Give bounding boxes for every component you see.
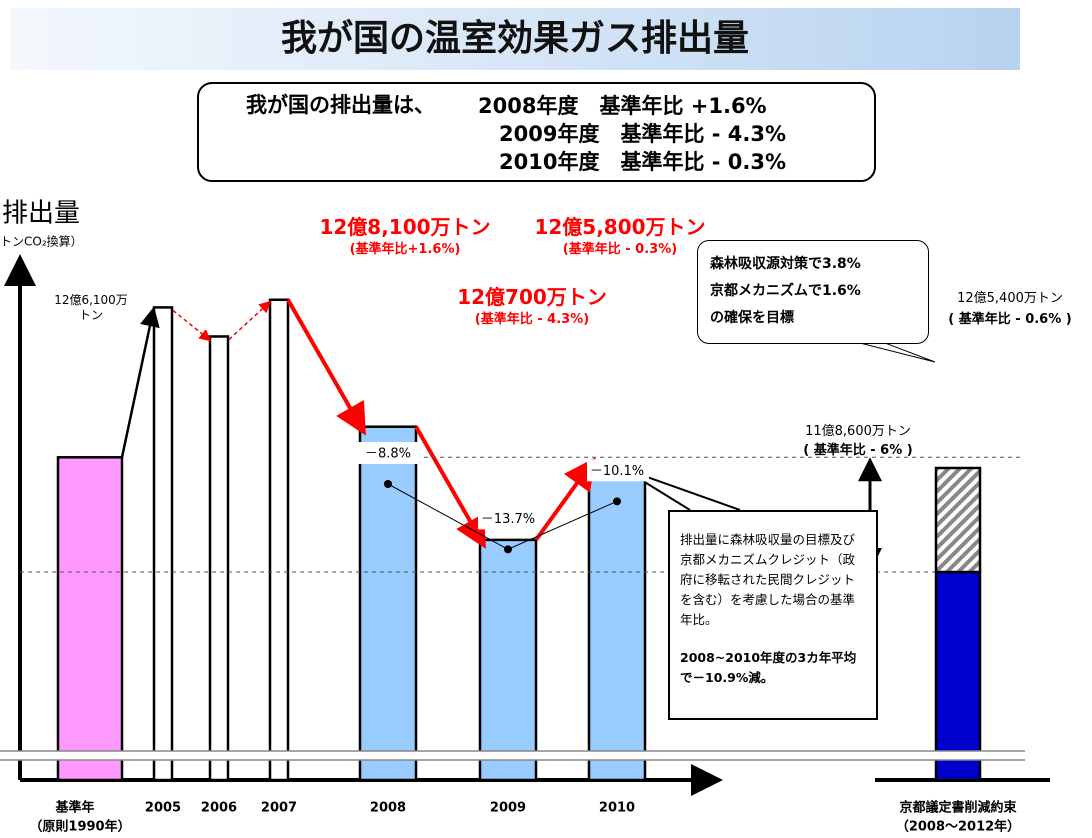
bar (268, 298, 290, 782)
ratio-label: (基準年比 - 0.3%) (562, 242, 678, 257)
callout-line: の確保を目標 (710, 310, 794, 326)
adjusted-label: －8.8% (365, 447, 411, 462)
summary-line: 2010年度 基準年比 - 0.3% (499, 150, 787, 174)
trend-arrow (172, 309, 212, 342)
ratio-label: (基準年比+1.6%) (349, 242, 461, 257)
bar (208, 335, 230, 782)
adjusted-label-bg (587, 459, 649, 482)
callout-pointer (859, 342, 936, 363)
value-label: 12億5,800万トン (534, 215, 706, 239)
hatched-total-label: 12億5,400万トン (957, 291, 1063, 306)
x-tick-label: 2009 (490, 801, 526, 816)
title-banner (10, 8, 1020, 70)
callout-line: 京都メカニズムで1.6% (710, 283, 861, 299)
y-axis-unit: トンCO₂換算） (0, 234, 83, 249)
adjusted-callout: 排出量に森林吸収量の目標及び京都メカニズムクレジット（政府に移転された民間クレジ… (668, 510, 878, 720)
summary-box (197, 82, 876, 182)
trend-arrow (228, 300, 272, 341)
hatched-bar (934, 466, 982, 574)
trend-arrow (534, 457, 596, 542)
value-label: 11億8,600万トン (805, 424, 911, 439)
callout-text: 2008~2010年度の3カ年平均で－10.9%減。 (680, 650, 857, 685)
target-callout: 森林吸収源対策で3.8% 京都メカニズムで1.6% の確保を目標 (697, 240, 929, 344)
bar (358, 425, 418, 782)
x-tick-label: 2008 (370, 801, 406, 816)
callout-text: 排出量に森林吸収量の目標及び京都メカニズムクレジット（政府に移転された民間クレジ… (680, 532, 856, 627)
trend-arrow (414, 425, 486, 549)
summary-line: 2009年度 基準年比 - 4.3% (499, 122, 787, 146)
x-tick-note: （原則1990年） (29, 819, 130, 835)
ratio-label: (基準年比 - 4.3%) (474, 312, 590, 327)
summary-lines: 2008年度 基準年比 +1.6% 2009年度 基準年比 - 4.3% 201… (478, 92, 786, 176)
value-label: 12億6,100万トン (54, 293, 128, 322)
bar (56, 456, 124, 782)
ratio-label: ( 基準年比 - 6% ) (803, 443, 913, 458)
adjusted-label-bg (478, 507, 540, 530)
x-tick-label: 2006 (201, 801, 237, 816)
adjusted-label: －10.1% (590, 464, 644, 479)
summary-line: 2008年度 基準年比 +1.6% (478, 94, 767, 118)
x-tick-label: 2005 (145, 801, 181, 816)
adjusted-point (384, 480, 392, 488)
x-tick-label: 京都議定書削減約束 (899, 800, 1017, 816)
adjusted-point (504, 545, 512, 554)
x-tick-note: （2008～2012年） (896, 819, 1020, 835)
trend-arrow (286, 298, 366, 436)
value-label: 12億8,100万トン (319, 215, 491, 239)
x-tick-label: 2010 (599, 801, 635, 816)
bar (934, 570, 982, 782)
bar (587, 460, 647, 782)
hatched-ratio-label: ( 基準年比 - 0.6% ) (948, 312, 1072, 327)
x-tick-label: 基準年 (54, 800, 94, 816)
y-axis-label: 排出量 (2, 199, 80, 229)
chart-title: 我が国の温室効果ガス排出量 (281, 18, 749, 59)
adjusted-label-bg (358, 442, 420, 464)
trend-arrow (120, 306, 160, 458)
adjusted-point (613, 497, 621, 506)
adjusted-label: －13.7% (481, 512, 535, 527)
callout-line: 森林吸収源対策で3.8% (710, 256, 861, 272)
axis-break (0, 751, 1025, 760)
bar (478, 538, 538, 782)
summary-lead: 我が国の排出量は、 (246, 93, 435, 117)
bar (152, 306, 174, 782)
value-label: 12億700万トン (457, 285, 607, 309)
x-tick-label: 2007 (261, 801, 297, 816)
